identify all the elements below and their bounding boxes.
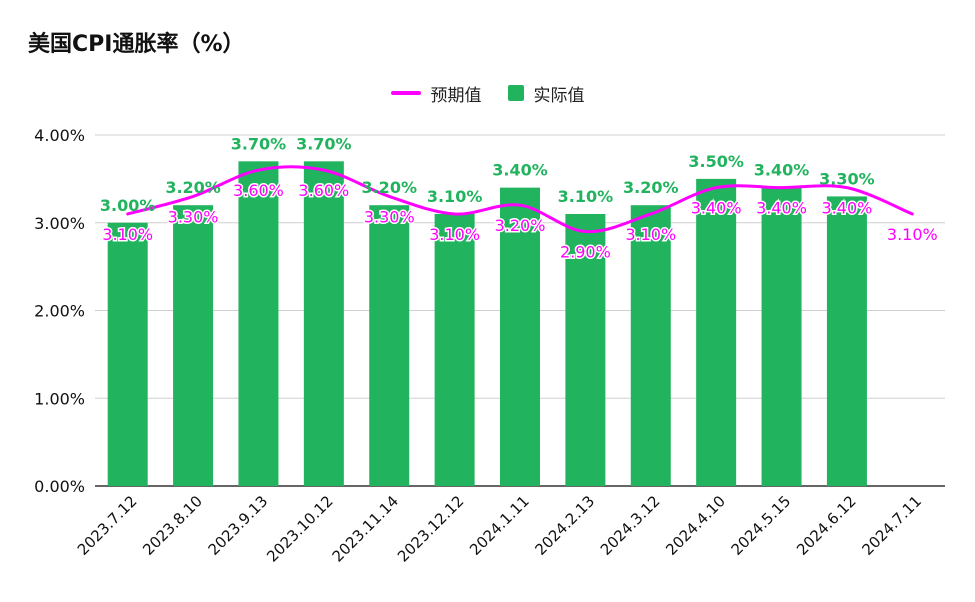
x-tick-label: 2023.7.12 [74,492,141,559]
actual-data-label: 3.70% [231,134,287,153]
chart-title: 美国CPI通胀率（%） [28,32,245,57]
x-tick-label: 2023.10.12 [263,492,336,565]
expected-data-label: 3.30% [364,207,415,226]
actual-data-label: 3.10% [558,187,614,206]
x-tick-label: 2024.3.12 [597,492,664,559]
actual-data-label: 3.50% [688,152,744,171]
legend-label-expected: 预期值 [430,85,482,106]
x-tick-label: 2024.5.15 [728,492,795,559]
bar [500,187,540,486]
expected-series-line [126,165,914,234]
legend-swatch-expected-line [390,91,421,95]
expected-data-label: 2.90% [560,243,611,262]
x-tick-label: 2024.2.13 [532,492,599,559]
expected-data-label: 3.10% [887,225,938,244]
y-tick-label: 2.00% [34,302,85,321]
expected-data-label: 3.40% [756,199,807,218]
legend-label-actual: 实际值 [533,85,585,106]
actual-data-label: 3.40% [754,161,810,180]
expected-data-label: 3.30% [168,207,219,226]
actual-data-label: 3.30% [819,169,875,188]
bar [630,205,671,486]
x-tick-label: 2023.9.13 [205,492,272,559]
bar [107,222,148,486]
bar [303,161,344,486]
expected-data-label: 3.10% [625,225,676,244]
y-tick-label: 1.00% [34,389,85,408]
y-tick-label: 3.00% [34,214,85,233]
legend-item-actual: 实际值 [507,81,585,106]
expected-data-label: 3.60% [233,181,284,200]
legend-swatch-actual-box [507,85,524,101]
y-tick-label: 4.00% [34,126,85,145]
x-tick-label: 2024.6.12 [793,492,860,559]
actual-data-label: 3.00% [100,196,156,215]
actual-data-label: 3.20% [361,178,417,197]
y-tick-label: 0.00% [34,477,85,496]
actual-data-label: 3.70% [296,134,352,153]
actual-data-label: 3.40% [492,161,548,180]
x-tick-label: 2024.1.11 [466,492,533,559]
legend: 预期值 实际值 [0,80,975,106]
x-tick-label: 2023.11.14 [329,492,402,565]
bar [761,187,802,486]
bar [238,161,279,486]
x-tick-label: 2024.4.10 [662,492,729,559]
bar [434,213,475,486]
bar [565,213,606,486]
bar [696,178,737,486]
expected-data-label: 3.40% [822,199,873,218]
expected-data-label: 3.10% [429,225,480,244]
x-tick-label: 2023.8.10 [139,492,206,559]
bar [826,196,867,487]
actual-data-label: 3.20% [165,178,221,197]
x-tick-label: 2024.7.11 [858,492,925,559]
bar [173,205,214,486]
expected-data-label: 3.10% [102,225,153,244]
x-tick-label: 2023.12.12 [394,492,467,565]
bar [369,205,410,486]
actual-data-label: 3.10% [427,187,483,206]
actual-data-label: 3.20% [623,178,679,197]
expected-data-label: 3.40% [691,199,742,218]
expected-data-label: 3.60% [298,181,349,200]
expected-data-label: 3.20% [495,216,546,235]
legend-item-expected: 预期值 [390,81,482,106]
